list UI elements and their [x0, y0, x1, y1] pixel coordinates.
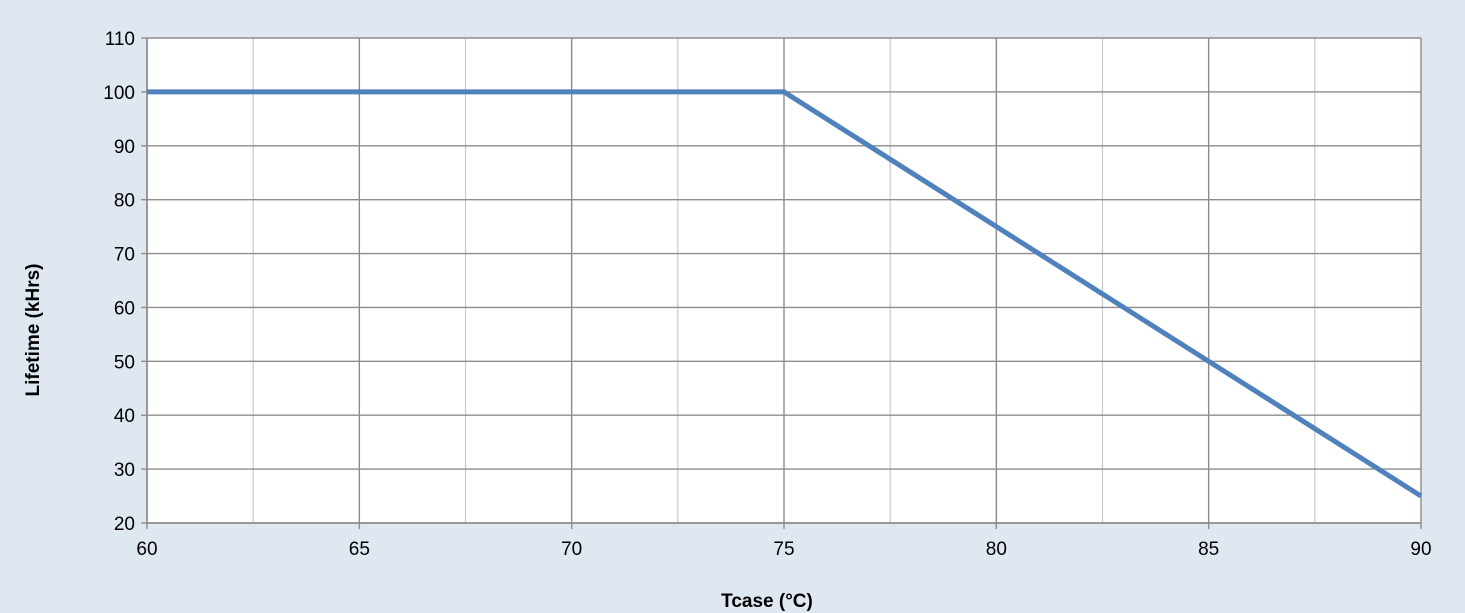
x-tick-label: 60 — [136, 539, 157, 560]
y-tick-label: 60 — [114, 298, 135, 319]
y-tick-label: 20 — [114, 514, 135, 535]
x-axis-title: Tcase (°C) — [721, 591, 813, 612]
y-tick-label: 100 — [103, 83, 135, 104]
y-tick-label: 110 — [105, 29, 135, 50]
x-tick-label: 80 — [986, 539, 1007, 560]
x-tick-label: 70 — [561, 539, 582, 560]
y-axis-title: Lifetime (kHrs) — [23, 263, 44, 396]
y-tick-label: 30 — [114, 460, 135, 481]
series-line — [147, 89, 1423, 499]
x-tick-label: 75 — [773, 539, 794, 560]
y-tick-label: 50 — [114, 352, 135, 373]
x-tick-label: 65 — [349, 539, 370, 560]
y-tick-label: 70 — [114, 245, 135, 266]
x-tick-label: 85 — [1198, 539, 1219, 560]
y-tick-label: 90 — [114, 137, 135, 158]
axes — [141, 37, 1422, 529]
x-tick-label: 90 — [1410, 539, 1431, 560]
tick-labels: 20 30 40 50 60 70 80 90 100 110 60 65 70 75 80 85 90 — [103, 29, 1431, 560]
y-tick-label: 40 — [114, 406, 135, 427]
y-tick-label: 80 — [114, 191, 135, 212]
series-layer — [147, 89, 1423, 499]
